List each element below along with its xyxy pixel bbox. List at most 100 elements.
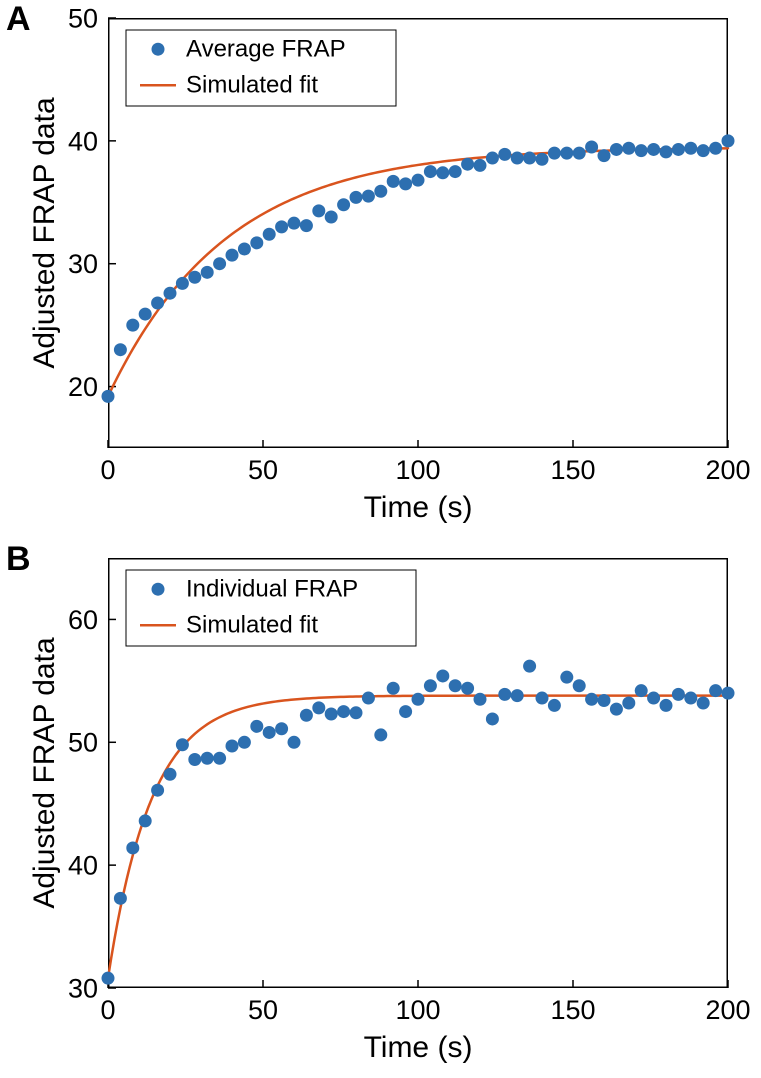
data-point — [585, 141, 598, 154]
data-point — [449, 165, 462, 178]
data-point — [250, 720, 263, 733]
data-point — [412, 693, 425, 706]
data-point — [474, 159, 487, 172]
data-point — [573, 147, 586, 160]
data-point — [362, 190, 375, 203]
panel-a-label: A — [6, 0, 31, 39]
data-point — [300, 709, 313, 722]
xtick-label: 50 — [248, 995, 278, 1025]
data-point — [312, 204, 325, 217]
data-point — [511, 689, 524, 702]
data-point — [412, 174, 425, 187]
data-point — [684, 692, 697, 705]
data-point — [399, 177, 412, 190]
y-axis-title: Adjusted FRAP data — [28, 97, 61, 369]
panel-b-svg: 05010015020030405060Time (s)Adjusted FRA… — [108, 558, 728, 988]
fit-line — [108, 696, 728, 979]
ytick-label: 50 — [68, 728, 98, 758]
data-point — [461, 158, 474, 171]
data-point — [622, 142, 635, 155]
xtick-label: 50 — [248, 455, 278, 485]
data-point — [585, 693, 598, 706]
xtick-label: 200 — [705, 995, 750, 1025]
data-point — [288, 217, 301, 230]
data-point — [238, 736, 251, 749]
xtick-label: 0 — [100, 455, 115, 485]
data-point — [536, 153, 549, 166]
data-point — [722, 134, 735, 147]
data-point — [635, 144, 648, 157]
data-point — [498, 148, 511, 161]
data-point — [660, 145, 673, 158]
data-point — [424, 679, 437, 692]
data-point — [213, 257, 226, 270]
panel-a-svg: 05010015020020304050Time (s)Adjusted FRA… — [108, 18, 728, 448]
data-point — [722, 687, 735, 700]
data-point — [188, 753, 201, 766]
data-point — [486, 712, 499, 725]
data-point — [176, 738, 189, 751]
legend-item-label: Individual FRAP — [186, 575, 358, 602]
ytick-label: 40 — [68, 851, 98, 881]
data-point — [312, 701, 325, 714]
data-point — [126, 841, 139, 854]
data-point — [436, 166, 449, 179]
data-point — [523, 660, 536, 673]
data-point — [709, 142, 722, 155]
data-point — [325, 211, 338, 224]
data-point — [139, 814, 152, 827]
data-point — [151, 297, 164, 310]
data-point — [573, 679, 586, 692]
data-point — [102, 390, 115, 403]
data-point — [610, 143, 623, 156]
panel-a-label-text: A — [6, 0, 31, 38]
data-point — [263, 228, 276, 241]
data-point — [672, 688, 685, 701]
data-point — [325, 708, 338, 721]
data-point — [250, 236, 263, 249]
data-point — [498, 688, 511, 701]
ytick-label: 50 — [68, 3, 98, 33]
data-point — [474, 693, 487, 706]
legend-item-label: Average FRAP — [186, 35, 346, 62]
data-point — [238, 242, 251, 255]
data-point — [275, 220, 288, 233]
data-point — [350, 191, 363, 204]
data-point — [350, 706, 363, 719]
ytick-label: 30 — [68, 973, 98, 1003]
xtick-label: 0 — [100, 995, 115, 1025]
data-point — [684, 142, 697, 155]
data-point — [288, 736, 301, 749]
legend-item-label: Simulated fit — [186, 71, 318, 98]
legend-item-label: Simulated fit — [186, 611, 318, 638]
data-point — [598, 149, 611, 162]
data-point — [374, 185, 387, 198]
data-point — [523, 152, 536, 165]
data-point — [387, 682, 400, 695]
data-point — [697, 144, 710, 157]
ytick-label: 40 — [68, 126, 98, 156]
data-point — [424, 165, 437, 178]
xtick-label: 150 — [550, 455, 595, 485]
data-point — [114, 892, 127, 905]
data-point — [102, 972, 115, 985]
data-point — [139, 308, 152, 321]
data-point — [126, 319, 139, 332]
data-point — [362, 692, 375, 705]
panel-b-label: B — [6, 540, 31, 579]
data-point — [188, 271, 201, 284]
figure: A B 05010015020020304050Time (s)Adjusted… — [0, 0, 761, 1078]
data-point — [647, 692, 660, 705]
xtick-label: 150 — [550, 995, 595, 1025]
ytick-label: 20 — [68, 372, 98, 402]
data-point — [213, 752, 226, 765]
panel-a-plot: 05010015020020304050Time (s)Adjusted FRA… — [108, 18, 728, 448]
xtick-label: 100 — [395, 995, 440, 1025]
data-point — [461, 682, 474, 695]
panel-b-plot: 05010015020030405060Time (s)Adjusted FRA… — [108, 558, 728, 988]
ytick-label: 60 — [68, 605, 98, 635]
data-point — [436, 669, 449, 682]
x-axis-title: Time (s) — [364, 491, 473, 524]
data-point — [226, 249, 239, 262]
data-point — [709, 684, 722, 697]
